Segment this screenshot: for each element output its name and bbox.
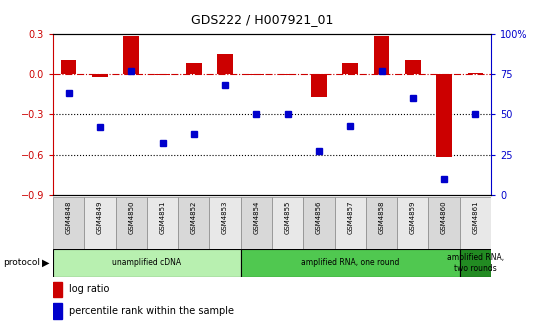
Text: GSM4852: GSM4852 [191, 201, 197, 234]
Text: GSM4851: GSM4851 [160, 201, 166, 234]
Bar [272, 197, 304, 249]
Text: amplified RNA, one round: amplified RNA, one round [301, 258, 400, 267]
Bar [217, 54, 233, 74]
Bar [147, 197, 178, 249]
Bar [460, 197, 491, 249]
Text: GSM4857: GSM4857 [347, 201, 353, 234]
Bar [178, 197, 209, 249]
Bar [460, 249, 491, 277]
Text: protocol: protocol [3, 258, 40, 267]
Bar [53, 282, 62, 297]
Bar [61, 60, 76, 74]
Bar [186, 63, 201, 74]
Text: GSM4853: GSM4853 [222, 201, 228, 234]
Text: percentile rank within the sample: percentile rank within the sample [69, 306, 234, 316]
Text: GSM4860: GSM4860 [441, 201, 447, 234]
Text: ▶: ▶ [42, 258, 50, 268]
Bar [436, 74, 452, 157]
Bar [84, 197, 116, 249]
Text: GSM4855: GSM4855 [285, 201, 291, 234]
Bar [366, 197, 397, 249]
Text: amplified RNA,
two rounds: amplified RNA, two rounds [447, 253, 504, 272]
Bar [311, 74, 327, 97]
Text: GSM4848: GSM4848 [66, 201, 71, 234]
Bar [405, 60, 421, 74]
Bar [397, 197, 429, 249]
Bar [343, 63, 358, 74]
Bar [92, 74, 108, 77]
Bar [248, 74, 264, 75]
Text: GSM4861: GSM4861 [473, 201, 478, 234]
Text: GSM4856: GSM4856 [316, 201, 322, 234]
Bar [374, 36, 389, 74]
Bar [335, 197, 366, 249]
Text: GSM4854: GSM4854 [253, 201, 259, 234]
Text: GSM4858: GSM4858 [378, 201, 384, 234]
Bar [209, 197, 240, 249]
Bar [116, 197, 147, 249]
Bar [53, 249, 240, 277]
Bar [429, 197, 460, 249]
Text: GSM4849: GSM4849 [97, 201, 103, 234]
Bar [468, 73, 483, 74]
Bar [53, 197, 84, 249]
Bar [53, 303, 62, 319]
Text: GDS222 / H007921_01: GDS222 / H007921_01 [191, 13, 334, 27]
Bar [123, 36, 139, 74]
Text: log ratio: log ratio [69, 285, 109, 294]
Text: unamplified cDNA: unamplified cDNA [112, 258, 181, 267]
Bar [240, 197, 272, 249]
Bar [240, 249, 460, 277]
Bar [304, 197, 335, 249]
Text: GSM4859: GSM4859 [410, 201, 416, 234]
Bar [155, 74, 170, 75]
Bar [280, 74, 296, 75]
Text: GSM4850: GSM4850 [128, 201, 134, 234]
